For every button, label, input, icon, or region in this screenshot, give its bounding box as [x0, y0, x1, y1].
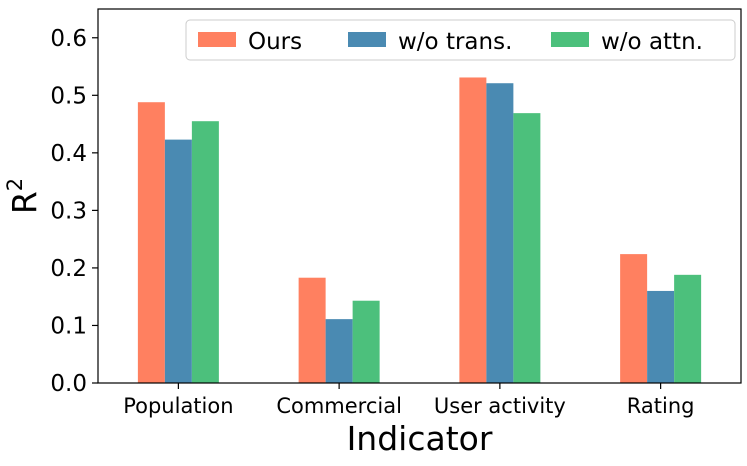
y-tick-label: 0.0 — [50, 371, 87, 397]
x-tick-label: User activity — [434, 394, 566, 418]
bars-group — [137, 77, 702, 384]
x-tick-label: Population — [123, 394, 233, 418]
legend-swatch — [551, 32, 589, 47]
legend-swatch — [198, 32, 236, 47]
y-tick-label: 0.4 — [50, 141, 87, 167]
y-axis-label-superscript: 2 — [3, 178, 27, 191]
bar-w-o-attn-commercial — [352, 300, 380, 383]
legend-label: w/o trans. — [398, 29, 512, 55]
legend-box — [185, 19, 736, 61]
y-tick-label: 0.3 — [50, 198, 87, 224]
y-axis-label-main: R — [5, 191, 44, 214]
bar-w-o-attn-population — [191, 121, 219, 383]
y-tick-label: 0.6 — [50, 26, 87, 52]
bar-ours-user-activity — [459, 77, 487, 384]
bar-ours-rating — [620, 254, 648, 383]
bar-w-o-trans-commercial — [325, 319, 353, 383]
bar-ours-population — [137, 102, 165, 383]
x-tick-label: Commercial — [276, 394, 402, 418]
legend-label: w/o attn. — [601, 29, 703, 55]
bar-w-o-trans-rating — [647, 290, 675, 383]
legend-swatch — [348, 32, 386, 47]
bar-w-o-attn-rating — [674, 274, 702, 383]
y-tick-label: 0.2 — [50, 256, 87, 282]
x-tick-label: Rating — [627, 394, 695, 418]
y-axis-label: R2 — [3, 178, 44, 214]
y-axis-ticks: 0.0 0.1 0.2 0.3 0.4 0.5 0.6 — [50, 26, 98, 397]
x-axis-ticks: Population Commercial User activity Rating — [123, 383, 694, 418]
y-tick-label: 0.1 — [50, 313, 87, 339]
legend-label: Ours — [248, 29, 302, 55]
bar-ours-commercial — [298, 277, 326, 383]
bar-w-o-trans-user-activity — [486, 83, 514, 384]
plot-frame — [97, 8, 742, 384]
x-axis-label: Indicator — [347, 419, 493, 458]
legend: Ours w/o trans. w/o attn. — [185, 19, 736, 61]
bar-w-o-trans-population — [164, 139, 192, 383]
bar-w-o-attn-user-activity — [513, 113, 541, 383]
y-tick-label: 0.5 — [50, 83, 87, 109]
